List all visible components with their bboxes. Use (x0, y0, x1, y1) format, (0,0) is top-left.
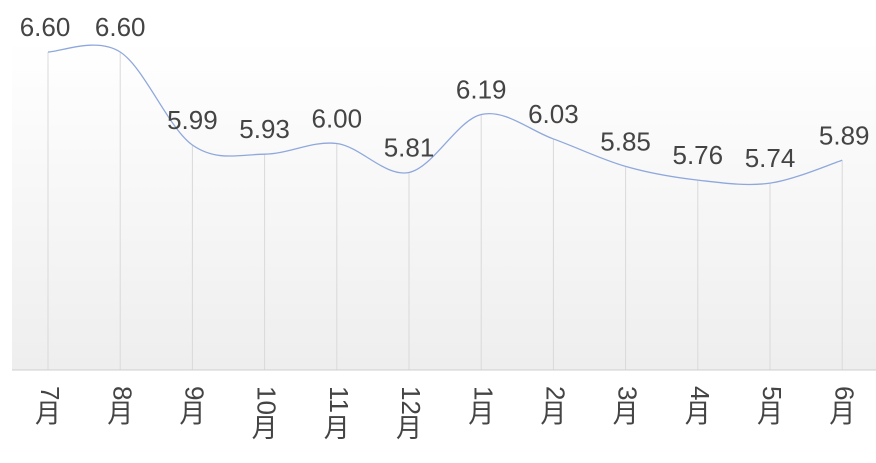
x-tick-label: 8月 (107, 386, 137, 429)
x-tick-number: 8 (107, 386, 137, 400)
data-label: 6.60 (20, 12, 71, 42)
data-label: 6.19 (456, 75, 507, 105)
data-label: 5.76 (672, 140, 723, 170)
x-tick-number: 12 (396, 386, 426, 415)
x-tick-unit: 月 (829, 399, 855, 429)
x-tick-unit: 月 (252, 413, 278, 443)
data-label: 6.60 (95, 12, 146, 42)
x-tick-unit: 月 (468, 399, 494, 429)
x-tick-label: 5月 (757, 386, 787, 429)
x-tick-number: 6 (829, 386, 859, 400)
data-label: 5.81 (384, 132, 435, 162)
x-tick-number: 4 (685, 386, 715, 400)
x-tick-unit: 月 (685, 399, 711, 429)
x-tick-unit: 月 (613, 399, 639, 429)
x-tick-number: 7 (35, 386, 65, 400)
x-tick-number: 3 (613, 386, 643, 400)
x-tick-unit: 月 (396, 413, 422, 443)
data-label: 6.00 (311, 104, 362, 134)
x-tick-unit: 月 (324, 413, 350, 443)
x-tick-label: 9月 (179, 386, 209, 429)
data-label: 6.03 (528, 99, 579, 129)
plot-area (12, 40, 876, 370)
x-tick-label: 7月 (35, 386, 65, 429)
x-tick-unit: 月 (35, 399, 61, 429)
series-line (47, 44, 843, 186)
x-tick-label: 1月 (468, 386, 498, 429)
data-label: 5.89 (819, 120, 870, 150)
x-tick-label: 3月 (613, 386, 643, 429)
x-tick-label: 2月 (540, 386, 570, 429)
x-tick-unit: 月 (540, 399, 566, 429)
x-tick-unit: 月 (107, 399, 133, 429)
x-tick-number: 2 (541, 386, 571, 400)
data-label: 5.99 (167, 105, 218, 135)
x-tick-number: 10 (252, 386, 282, 415)
x-tick-label: 10月 (252, 386, 282, 443)
x-tick-number: 5 (757, 386, 787, 400)
x-tick-unit: 月 (179, 399, 205, 429)
x-tick-label: 4月 (685, 386, 715, 429)
x-tick-number: 1 (468, 386, 498, 400)
x-tick-label: 6月 (829, 386, 859, 429)
x-tick-unit: 月 (757, 399, 783, 429)
data-label: 5.85 (600, 126, 651, 156)
data-label: 5.93 (239, 114, 290, 144)
x-tick-number: 11 (324, 386, 354, 413)
data-label: 5.74 (745, 143, 796, 173)
x-tick-label: 11月 (324, 386, 354, 443)
x-tick-label: 12月 (396, 386, 426, 443)
x-tick-number: 9 (180, 386, 210, 400)
